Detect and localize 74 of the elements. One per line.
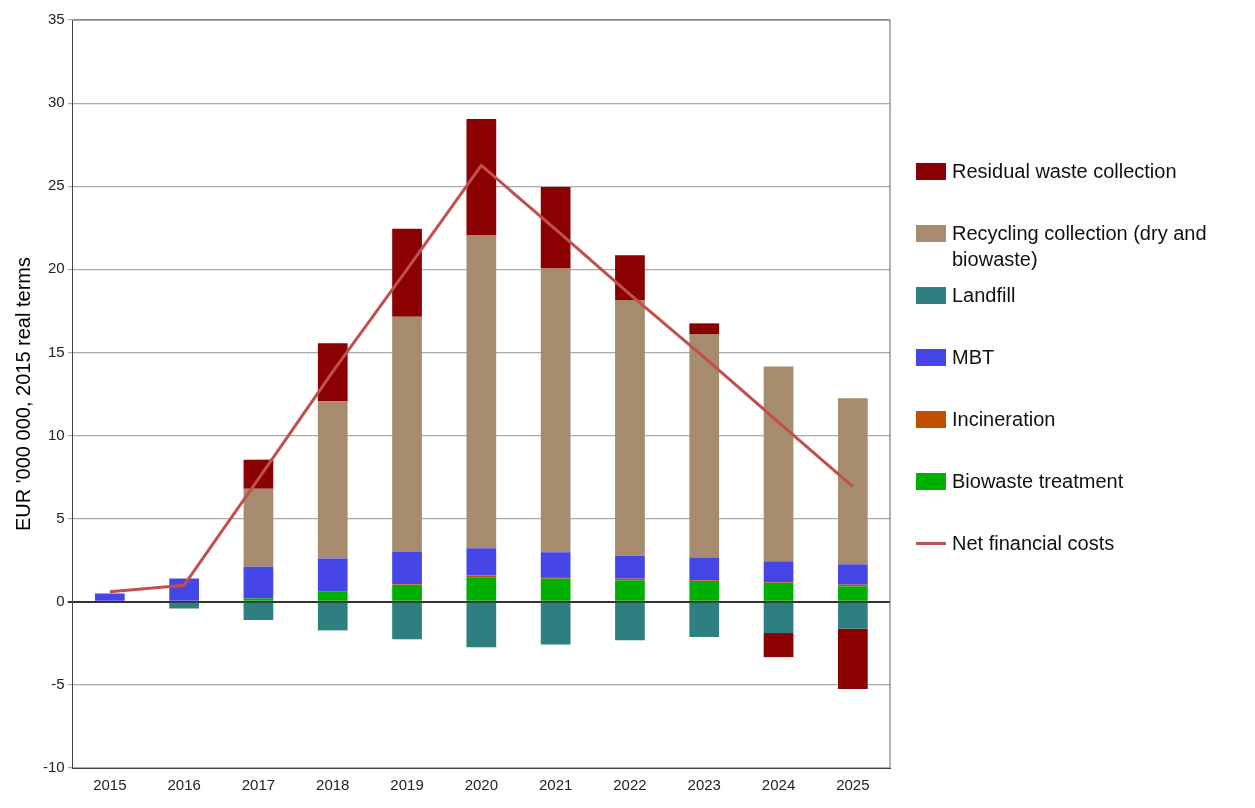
bar [243,566,274,599]
bar [317,558,348,592]
y-tick-label: 5 [56,508,65,526]
x-tick-label: 2017 [241,776,276,794]
bar [243,598,274,601]
bar [763,633,794,658]
bar [763,602,794,634]
x-tick-label: 2018 [316,776,350,794]
bar [763,561,794,583]
bar [615,555,645,579]
bar [837,628,868,689]
bar [392,551,422,585]
bar [392,585,422,601]
y-tick-label: -10 [42,758,65,776]
bar [763,583,794,601]
bar [540,552,571,578]
bar [689,582,720,601]
bar [689,323,720,334]
y-tick-label: 35 [47,10,65,28]
bar [763,366,794,562]
bar [540,268,571,553]
y-tick-label: 30 [47,93,65,111]
x-tick-label: 2024 [761,776,796,794]
bar [466,548,497,576]
bar [317,602,348,631]
bar [837,564,868,585]
legend-label: Biowaste treatment [952,469,1124,494]
legend-label: Incineration [952,407,1056,432]
x-tick-label: 2021 [538,776,573,794]
bar [317,343,348,402]
bar [615,300,645,556]
bar [243,602,274,621]
x-tick-label: 2023 [687,776,721,794]
bar [317,401,348,559]
x-tick-label: 2015 [93,776,127,794]
bar [392,602,422,640]
y-tick-label: 0 [56,591,65,609]
x-tick-label: 2025 [836,776,870,794]
bar [615,255,645,301]
x-tick-label: 2019 [390,776,424,794]
legend-label: MBT [952,345,995,370]
bar [689,333,720,558]
bar [540,602,571,645]
legend-label: Landfill [952,283,1016,308]
bar [837,586,868,601]
x-tick-label: 2016 [167,776,201,794]
bar [392,316,422,552]
bar [837,398,868,565]
bar [466,602,497,648]
bar [466,235,497,549]
bar [466,577,497,601]
bar [615,602,645,641]
x-tick-label: 2020 [464,776,499,794]
legend-label: Recycling collection (dry and biowaste) [952,221,1208,272]
bar [689,602,720,638]
bar [540,187,571,269]
bar [317,591,348,601]
legend-label: Residual waste collection [952,159,1177,184]
y-axis-title: EUR '000 000, 2015 real terms [11,257,34,531]
y-tick-label: 25 [47,176,65,194]
bar [94,593,125,601]
y-tick-label: 10 [47,425,65,443]
bar [689,557,720,581]
y-tick-label: 20 [47,259,65,277]
bar [540,578,571,601]
bar [243,488,274,567]
x-tick-label: 2022 [613,776,647,794]
bar [466,118,497,236]
y-tick-label: -5 [51,675,65,693]
bar [392,228,422,317]
bar [837,602,868,629]
bar [615,580,645,601]
legend-label: Net financial costs [952,531,1115,556]
y-tick-label: 15 [47,342,65,360]
